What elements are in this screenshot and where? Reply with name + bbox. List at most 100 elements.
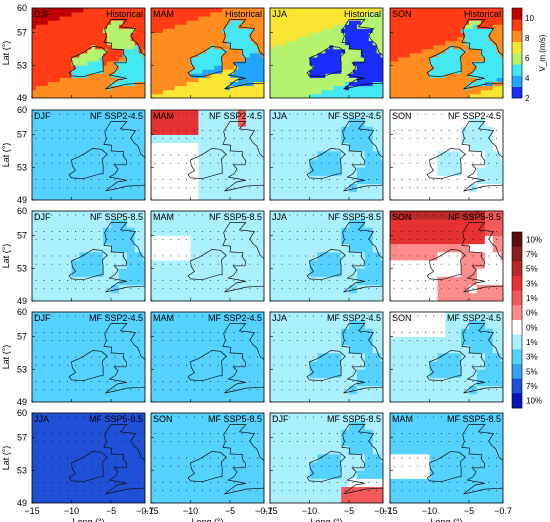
stipple-dot (241, 154, 243, 156)
grid-cell (401, 65, 407, 70)
grid-cell (364, 20, 370, 25)
grid-cell (71, 40, 76, 46)
stipple-dot (114, 231, 116, 232)
grid-cell (500, 211, 503, 220)
grid-cell (349, 48, 354, 54)
grid-cell (368, 20, 374, 25)
stipple-dot (114, 255, 116, 257)
stipple-dot (194, 255, 195, 257)
grid-cell (492, 53, 498, 58)
stipple-dot (281, 187, 283, 189)
coastline (461, 19, 503, 90)
grid-cell (425, 77, 430, 83)
grid-cell (257, 53, 263, 58)
grid-cell (249, 57, 255, 62)
grid-cell (103, 40, 108, 46)
grid-cell (425, 61, 430, 66)
grid-cell (151, 89, 156, 95)
grid-cell (401, 93, 407, 98)
stipple-dot (336, 138, 338, 140)
stipple-dot (472, 179, 474, 180)
stipple-dot (217, 187, 219, 189)
grid-cell (107, 65, 112, 70)
grid-cell (79, 44, 84, 50)
grid-cell (413, 118, 423, 127)
stipple-dot (162, 231, 164, 232)
panel-frame (150, 7, 265, 99)
stipple-dot (393, 187, 395, 189)
grid-cell (190, 53, 195, 58)
grid-cell (63, 89, 68, 95)
grid-cell (214, 16, 219, 21)
grid-cell (151, 8, 156, 13)
stipple-dot (43, 288, 45, 290)
stipple-dot (328, 154, 330, 156)
grid-cell (449, 85, 454, 91)
grid-cell (261, 85, 264, 91)
stipple-dot (217, 239, 219, 241)
grid-cell (313, 85, 318, 91)
grid-cell (305, 85, 310, 91)
grid-cell (249, 8, 255, 13)
grid-cell (237, 191, 247, 200)
grid-cell (158, 243, 168, 253)
stipple-dot (344, 138, 346, 140)
grid-cell (214, 93, 219, 98)
grid-cell (154, 93, 160, 98)
grid-cell (461, 12, 466, 17)
grid-cell (99, 81, 104, 87)
grid-cell (484, 89, 490, 95)
stipple-dot (313, 214, 314, 216)
grid-cell (270, 118, 279, 127)
stipple-dot (464, 138, 466, 140)
stipple-dot (82, 280, 84, 281)
map-panel: DJF NF SSP5-8.5 (31, 210, 146, 302)
grid-cell (87, 142, 96, 152)
grid-cell (457, 85, 462, 91)
grid-cell (500, 150, 503, 160)
grid-cell (194, 36, 199, 42)
coastline (222, 121, 264, 192)
stipple-dot (281, 280, 283, 281)
grid-cell (166, 53, 172, 58)
grid-cell (214, 8, 219, 13)
grid-cell (190, 61, 195, 66)
stipple-dot (440, 187, 442, 189)
grid-cell (317, 142, 326, 152)
grid-cell (285, 142, 295, 152)
grid-cell (39, 20, 45, 25)
grid-cell (492, 61, 498, 66)
stipple-dot (106, 187, 108, 189)
stipple-dot (43, 255, 45, 257)
stipple-dot (409, 187, 411, 189)
grid-cell (59, 85, 65, 91)
grid-cell (126, 65, 132, 70)
grid-cell (210, 77, 215, 83)
grid-cell (480, 81, 486, 87)
grid-cell (99, 93, 104, 98)
grid-cell (158, 8, 164, 13)
grid-cell (492, 48, 498, 54)
grid-cell (186, 36, 191, 42)
grid-cell (162, 69, 168, 74)
grid-cell (178, 12, 184, 17)
grid-cell (118, 65, 124, 70)
grid-cell (210, 20, 215, 25)
grid-cell (297, 61, 303, 66)
grid-cell (352, 28, 358, 33)
grid-cell (198, 12, 203, 17)
grid-cell (301, 77, 306, 83)
grid-cell (341, 57, 346, 62)
grid-cell (190, 12, 195, 17)
grid-cell (469, 36, 474, 42)
grid-cell (289, 8, 295, 13)
grid-cell (245, 93, 251, 98)
grid-cell (43, 20, 49, 25)
grid-cell (333, 69, 338, 74)
grid-cell (461, 16, 466, 21)
grid-cell (281, 77, 287, 83)
grid-cell (461, 93, 466, 98)
stipple-dot (98, 154, 100, 156)
stipple-dot (425, 113, 427, 115)
stipple-dot (51, 214, 53, 216)
